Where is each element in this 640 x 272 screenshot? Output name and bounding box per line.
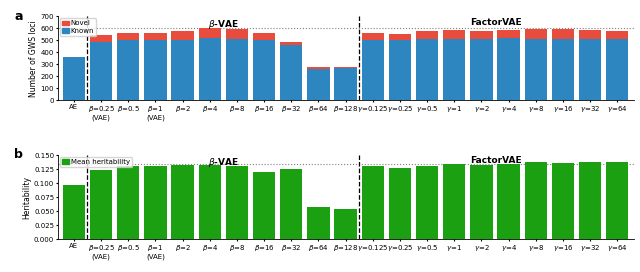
Bar — [226, 39, 248, 100]
Bar — [307, 67, 330, 69]
Bar — [497, 164, 520, 239]
Bar — [443, 30, 465, 39]
Bar — [525, 162, 547, 239]
Bar — [335, 68, 356, 100]
Bar — [335, 67, 356, 68]
Bar — [280, 169, 302, 239]
Bar — [388, 168, 411, 239]
Bar — [416, 166, 438, 239]
Bar — [253, 40, 275, 100]
Bar — [579, 162, 601, 239]
Text: b: b — [14, 149, 23, 162]
Bar — [362, 40, 384, 100]
Bar — [280, 45, 302, 100]
Bar — [416, 31, 438, 39]
Y-axis label: Number of GWS loci: Number of GWS loci — [29, 20, 38, 97]
Bar — [90, 35, 112, 42]
Bar — [226, 166, 248, 239]
Bar — [172, 31, 194, 40]
Bar — [606, 39, 628, 100]
Bar — [388, 40, 411, 100]
Bar — [552, 29, 574, 39]
Bar — [172, 40, 194, 100]
Y-axis label: Heritability: Heritability — [22, 176, 31, 219]
Bar — [117, 166, 140, 239]
Bar — [90, 170, 112, 239]
Bar — [253, 33, 275, 40]
Bar — [144, 33, 166, 40]
Bar — [388, 34, 411, 40]
Bar — [470, 165, 493, 239]
Bar — [416, 39, 438, 100]
Bar — [579, 39, 601, 100]
Bar — [198, 165, 221, 239]
Text: $\beta$-VAE: $\beta$-VAE — [208, 156, 239, 169]
Text: FactorVAE: FactorVAE — [470, 156, 522, 165]
Bar — [525, 39, 547, 100]
Bar — [63, 185, 85, 239]
Bar — [579, 30, 601, 39]
Bar — [144, 166, 166, 239]
Bar — [362, 33, 384, 40]
Bar — [198, 38, 221, 100]
Bar — [443, 39, 465, 100]
Bar — [470, 39, 493, 100]
Bar — [117, 40, 140, 100]
Bar — [117, 33, 140, 40]
Bar — [307, 69, 330, 100]
Bar — [198, 28, 221, 38]
Bar — [226, 29, 248, 39]
Bar — [90, 42, 112, 100]
Legend: Mean heritability: Mean heritability — [60, 157, 132, 168]
Text: $\beta$-VAE: $\beta$-VAE — [208, 17, 239, 30]
Bar — [335, 209, 356, 239]
Bar — [172, 165, 194, 239]
Text: a: a — [14, 10, 23, 23]
Bar — [552, 163, 574, 239]
Bar — [606, 162, 628, 239]
Bar — [280, 42, 302, 45]
Bar — [497, 38, 520, 100]
Bar — [63, 57, 85, 100]
Bar — [362, 166, 384, 239]
Bar — [606, 30, 628, 39]
Text: FactorVAE: FactorVAE — [470, 17, 522, 27]
Bar — [552, 39, 574, 100]
Bar — [497, 30, 520, 38]
Legend: Novel, Known: Novel, Known — [60, 18, 97, 36]
Bar — [144, 40, 166, 100]
Bar — [253, 172, 275, 239]
Bar — [307, 207, 330, 239]
Bar — [470, 31, 493, 39]
Bar — [443, 164, 465, 239]
Bar — [525, 29, 547, 39]
